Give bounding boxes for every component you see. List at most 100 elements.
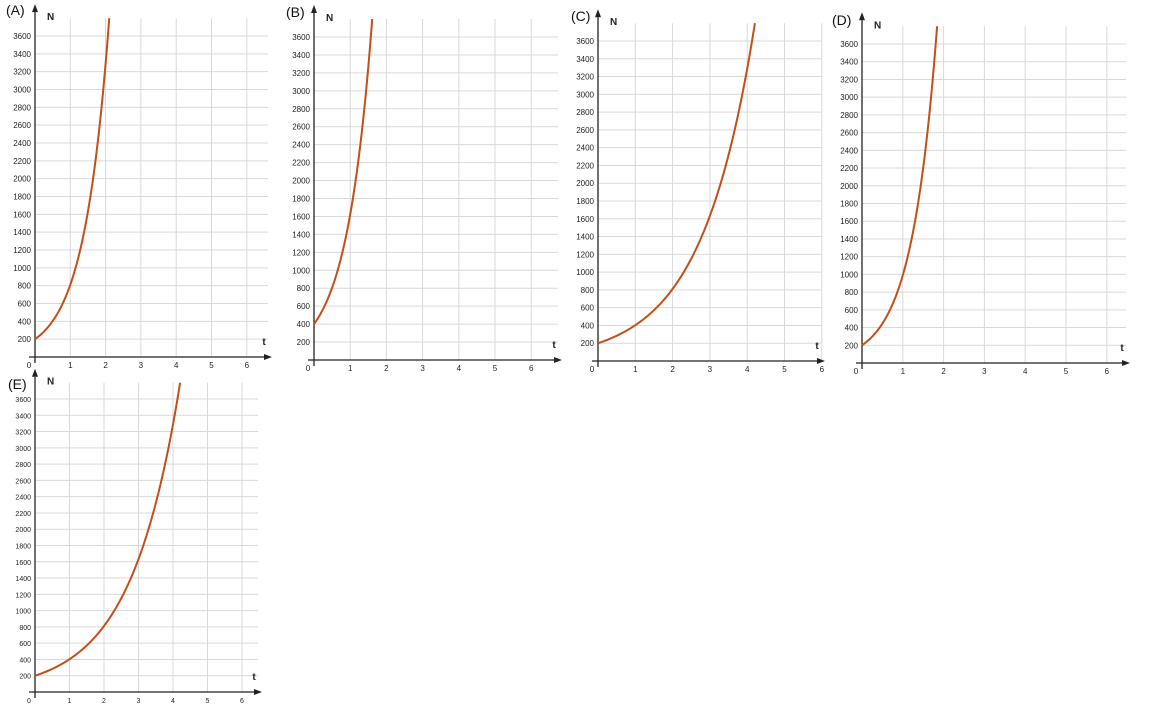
panel-a: (A) 0 1 2 3 4 5 6 200 400 600 800 1000 1200 1400 1600 1… <box>0 0 282 372</box>
y-tick-label: 3600 <box>292 33 310 42</box>
y-tick-label: 1200 <box>840 253 858 262</box>
y-tick-label: 1600 <box>292 212 310 221</box>
y-tick-label: 3200 <box>576 73 594 82</box>
y-tick-label: 1600 <box>576 215 594 224</box>
y-tick-label: 1400 <box>15 576 31 583</box>
y-tick-label: 200 <box>297 338 311 347</box>
x-tick-label: 5 <box>209 361 214 370</box>
y-tick-label: 2000 <box>576 179 594 188</box>
y-tick-label: 3400 <box>15 413 31 420</box>
y-tick-label: 600 <box>581 304 595 313</box>
y-tick-label: 3000 <box>15 446 31 453</box>
y-tick-label: 2200 <box>15 511 31 518</box>
series-line <box>34 18 111 340</box>
series-line <box>34 382 182 677</box>
x-tick-label: 4 <box>457 364 462 373</box>
y-tick-label: 200 <box>581 339 595 348</box>
x-tick-label: 1 <box>68 698 72 705</box>
y-tick-label: 600 <box>297 302 311 311</box>
y-tick-label: 2200 <box>13 157 31 166</box>
x-tick-label: 2 <box>941 367 946 376</box>
x-tick-label: 1 <box>68 361 73 370</box>
x-tick-label: 5 <box>1064 367 1069 376</box>
panel-label: (D) <box>832 12 852 28</box>
grid-lines <box>598 23 823 361</box>
x-tick-label: 1 <box>901 367 906 376</box>
y-tick-label: 1600 <box>15 560 31 567</box>
y-tick-label: 2600 <box>292 123 310 132</box>
y-tick-label: 3600 <box>840 40 858 49</box>
x-tick-label: 0 <box>590 365 595 374</box>
series-line <box>861 26 939 347</box>
y-axis-label: N <box>47 12 54 23</box>
y-tick-label: 2800 <box>292 105 310 114</box>
x-tick-label: 6 <box>245 361 250 370</box>
x-tick-label: 0 <box>27 698 31 705</box>
y-axis-arrow <box>595 9 601 18</box>
y-tick-label: 3400 <box>13 50 31 59</box>
y-tick-label: 1800 <box>13 193 31 202</box>
x-tick-label: 5 <box>493 364 498 373</box>
y-tick-label: 2200 <box>840 164 858 173</box>
x-tick-label: 3 <box>139 361 144 370</box>
y-tick-label: 1000 <box>576 268 594 277</box>
x-tick-label: 1 <box>348 364 353 373</box>
y-tick-label: 3200 <box>15 430 31 437</box>
y-tick-label: 2400 <box>576 144 594 153</box>
y-tick-label: 1000 <box>292 266 310 275</box>
x-tick-label: 2 <box>670 365 675 374</box>
chart-a: 0 1 2 3 4 5 6 200 400 600 800 1000 1200 1400 1600 1800 2… <box>13 4 272 370</box>
y-tick-label: 2000 <box>292 177 310 186</box>
y-tick-label: 1200 <box>13 246 31 255</box>
y-tick-label: 1600 <box>840 217 858 226</box>
x-axis-arrow <box>264 354 272 360</box>
chart-c: 0 1 2 3 4 5 6 200 400 600 800 1000 1200 1400 1600 1800 2… <box>576 9 825 374</box>
x-tick-label: 3 <box>982 367 987 376</box>
y-tick-label: 3600 <box>13 32 31 41</box>
y-tick-label: 1600 <box>13 210 31 219</box>
y-axis-arrow <box>32 368 38 377</box>
y-tick-label: 2400 <box>840 146 858 155</box>
y-tick-label: 600 <box>845 306 859 315</box>
y-axis-label: N <box>326 13 333 24</box>
y-tick-label: 3000 <box>840 93 858 102</box>
y-tick-label: 1000 <box>13 264 31 273</box>
y-tick-label: 800 <box>297 284 311 293</box>
panel-d: (D) 0 1 2 3 4 5 6 200 400 600 800 1000 1200 1400 1600 1… <box>828 8 1136 376</box>
x-tick-label: 4 <box>174 361 179 370</box>
panel-label: (C) <box>571 8 591 24</box>
y-axis-arrow <box>32 4 38 13</box>
x-tick-label: 4 <box>745 365 750 374</box>
x-axis-label: t <box>815 341 819 352</box>
y-tick-label: 1400 <box>840 235 858 244</box>
y-tick-label: 400 <box>19 657 31 664</box>
series-line <box>597 23 756 345</box>
chart-d: 0 1 2 3 4 5 6 200 400 600 800 1000 1200 1400 1600 1800 2… <box>840 12 1130 376</box>
y-tick-label: 400 <box>845 324 859 333</box>
y-tick-label: 1400 <box>576 233 594 242</box>
x-tick-label: 4 <box>171 698 175 705</box>
y-tick-label: 2000 <box>840 182 858 191</box>
y-tick-label: 1800 <box>840 200 858 209</box>
x-axis-arrow <box>554 357 562 363</box>
panel-label: (A) <box>6 2 25 18</box>
y-tick-label: 3200 <box>13 68 31 77</box>
y-tick-label: 1200 <box>15 592 31 599</box>
y-tick-label: 3400 <box>292 51 310 60</box>
y-tick-label: 3000 <box>292 87 310 96</box>
y-tick-label: 2800 <box>840 111 858 120</box>
y-tick-label: 800 <box>19 625 31 632</box>
y-tick-label: 600 <box>18 300 32 309</box>
y-tick-label: 400 <box>581 321 595 330</box>
x-axis-label: t <box>252 672 256 683</box>
chart-e: 0 1 2 3 4 5 6 200 400 600 800 1000 1200 1400 1600 1800 2… <box>15 368 262 705</box>
y-tick-label: 600 <box>19 641 31 648</box>
y-tick-label: 1200 <box>292 248 310 257</box>
y-tick-label: 2200 <box>576 161 594 170</box>
x-axis-label: t <box>552 340 556 351</box>
y-tick-label: 200 <box>19 674 31 681</box>
y-tick-label: 200 <box>845 341 859 350</box>
x-axis-arrow <box>1122 360 1130 366</box>
y-tick-label: 3400 <box>840 58 858 67</box>
panel-label: (E) <box>8 376 27 392</box>
